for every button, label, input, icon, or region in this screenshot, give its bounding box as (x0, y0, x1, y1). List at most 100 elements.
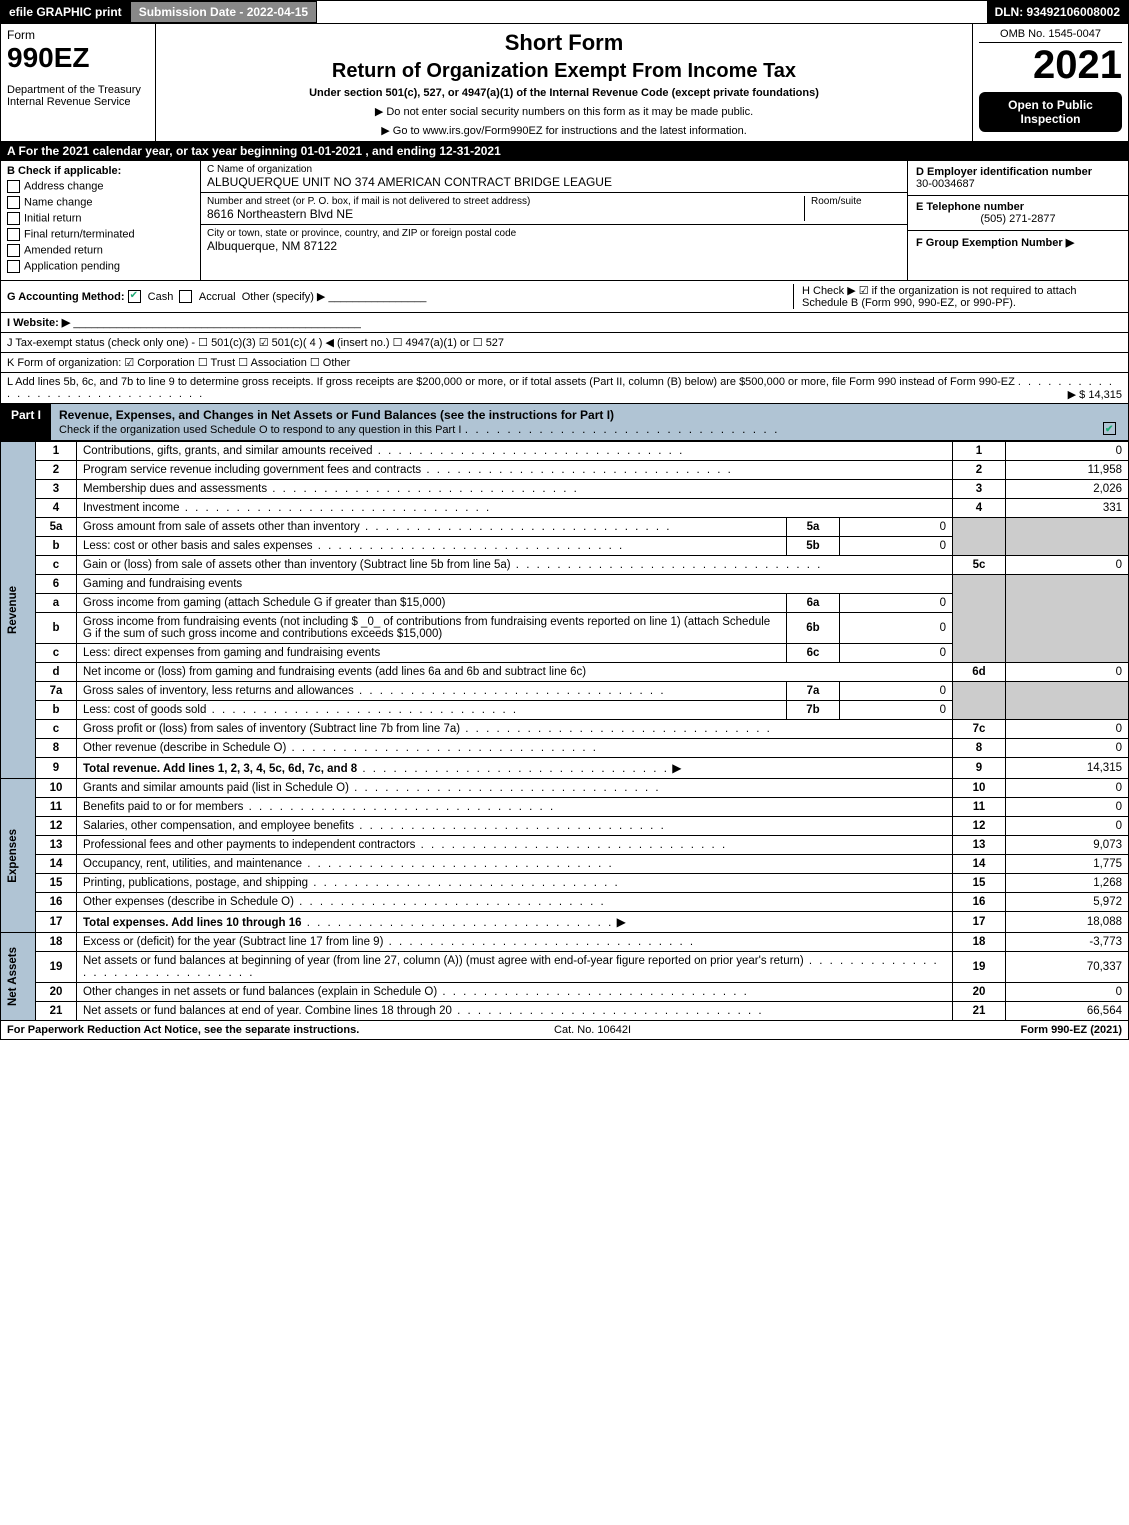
row-16: 16 Other expenses (describe in Schedule … (1, 893, 1129, 912)
note-url[interactable]: ▶ Go to www.irs.gov/Form990EZ for instru… (162, 124, 966, 137)
check-label: Name change (24, 196, 93, 208)
check-amended-return[interactable]: Amended return (7, 244, 194, 257)
row-14: 14 Occupancy, rent, utilities, and maint… (1, 855, 1129, 874)
check-initial-return[interactable]: Initial return (7, 212, 194, 225)
rownum: 3 (36, 480, 77, 499)
rownum: 15 (36, 874, 77, 893)
rownum: 9 (36, 758, 77, 779)
row-19: 19 Net assets or fund balances at beginn… (1, 952, 1129, 983)
f-group-exemption: F Group Exemption Number ▶ (916, 236, 1120, 249)
section-def: D Employer identification number 30-0034… (908, 161, 1128, 280)
amount: 5,972 (1006, 893, 1129, 912)
department: Department of the Treasury Internal Reve… (7, 84, 149, 108)
amount: 0 (1006, 720, 1129, 739)
row-21: 21 Net assets or fund balances at end of… (1, 1002, 1129, 1021)
section-b: B Check if applicable: Address change Na… (1, 161, 201, 280)
refnum: 12 (953, 817, 1006, 836)
footer-form-ref: Form 990-EZ (2021) (1021, 1024, 1122, 1036)
netassets-section-label: Net Assets (7, 947, 19, 1006)
row-desc: Net assets or fund balances at beginning… (83, 955, 804, 967)
part1-label: Part I (1, 404, 51, 440)
row-desc: Benefits paid to or for members (83, 801, 243, 813)
section-a-tax-year: A For the 2021 calendar year, or tax yea… (0, 142, 1129, 161)
rownum: b (36, 701, 77, 720)
rownum: 17 (36, 912, 77, 933)
subval: 0 (840, 613, 953, 644)
refnum: 10 (953, 779, 1006, 798)
row-2: 2 Program service revenue including gove… (1, 461, 1129, 480)
section-c: C Name of organization ALBUQUERQUE UNIT … (201, 161, 908, 280)
refnum: 3 (953, 480, 1006, 499)
amount: 0 (1006, 663, 1129, 682)
subval: 0 (840, 701, 953, 720)
check-application-pending[interactable]: Application pending (7, 260, 194, 273)
check-label: Address change (24, 180, 104, 192)
row-desc: Other expenses (describe in Schedule O) (83, 896, 294, 908)
amount: -3,773 (1006, 933, 1129, 952)
row-11: 11 Benefits paid to or for members 11 0 (1, 798, 1129, 817)
g-accrual-checkbox[interactable] (179, 290, 192, 303)
amount: 18,088 (1006, 912, 1129, 933)
rownum: 4 (36, 499, 77, 518)
rownum: d (36, 663, 77, 682)
rownum: c (36, 720, 77, 739)
efile-print-label[interactable]: efile GRAPHIC print (1, 1, 130, 23)
amount: 70,337 (1006, 952, 1129, 983)
check-name-change[interactable]: Name change (7, 196, 194, 209)
row-desc: Net income or (loss) from gaming and fun… (83, 666, 586, 678)
check-label: Application pending (24, 260, 120, 272)
check-label: Initial return (24, 212, 81, 224)
rownum: 6 (36, 575, 77, 594)
refnum: 7c (953, 720, 1006, 739)
org-name: ALBUQUERQUE UNIT NO 374 AMERICAN CONTRAC… (207, 175, 901, 189)
amount: 0 (1006, 798, 1129, 817)
check-final-return[interactable]: Final return/terminated (7, 228, 194, 241)
rownum: 14 (36, 855, 77, 874)
row-desc: Net assets or fund balances at end of ye… (83, 1005, 452, 1017)
omb-number: OMB No. 1545-0047 (979, 28, 1122, 43)
org-city: Albuquerque, NM 87122 (207, 239, 901, 253)
line-i-website: I Website: ▶ ___________________________… (0, 313, 1129, 333)
row-desc: Professional fees and other payments to … (83, 839, 415, 851)
row-desc: Less: direct expenses from gaming and fu… (77, 644, 787, 663)
refnum: 2 (953, 461, 1006, 480)
g-cash-checkbox[interactable] (128, 290, 141, 303)
row-desc: Gross income from fundraising events (no… (77, 613, 787, 644)
row-desc: Gain or (loss) from sale of assets other… (83, 559, 511, 571)
rownum: b (36, 613, 77, 644)
rownum: 19 (36, 952, 77, 983)
g-label: G Accounting Method: (7, 291, 125, 303)
line-k-form-org: K Form of organization: ☑ Corporation ☐ … (0, 353, 1129, 373)
refnum: 5c (953, 556, 1006, 575)
check-label: Final return/terminated (24, 228, 135, 240)
check-label: Amended return (24, 244, 103, 256)
h-schedule-b: H Check ▶ ☑ if the organization is not r… (793, 284, 1122, 309)
check-address-change[interactable]: Address change (7, 180, 194, 193)
top-bar: efile GRAPHIC print Submission Date - 20… (0, 0, 1129, 24)
rownum: 5a (36, 518, 77, 537)
refnum: 4 (953, 499, 1006, 518)
row-desc: Occupancy, rent, utilities, and maintena… (83, 858, 302, 870)
l-value: ▶ $ 14,315 (1068, 388, 1122, 401)
c-name-label: C Name of organization (207, 164, 901, 175)
form-word: Form (7, 28, 149, 42)
row-5a: 5a Gross amount from sale of assets othe… (1, 518, 1129, 537)
line-j-tax-status: J Tax-exempt status (check only one) - ☐… (0, 333, 1129, 353)
g-accrual-label: Accrual (199, 291, 236, 303)
row-desc: Grants and similar amounts paid (list in… (83, 782, 349, 794)
row-desc: Total expenses. Add lines 10 through 16 (83, 917, 302, 929)
row-10: Expenses 10 Grants and similar amounts p… (1, 779, 1129, 798)
g-other-label: Other (specify) ▶ (242, 291, 326, 303)
refnum: 9 (953, 758, 1006, 779)
subval: 0 (840, 682, 953, 701)
refnum: 13 (953, 836, 1006, 855)
rownum: 7a (36, 682, 77, 701)
sublabel: 5b (787, 537, 840, 556)
org-info-grid: B Check if applicable: Address change Na… (0, 161, 1129, 281)
schedule-o-checkbox[interactable] (1103, 422, 1116, 435)
amount: 0 (1006, 739, 1129, 758)
footer-left: For Paperwork Reduction Act Notice, see … (7, 1024, 359, 1036)
part1-check-line: Check if the organization used Schedule … (59, 424, 461, 436)
row-desc: Salaries, other compensation, and employ… (83, 820, 354, 832)
amount: 331 (1006, 499, 1129, 518)
